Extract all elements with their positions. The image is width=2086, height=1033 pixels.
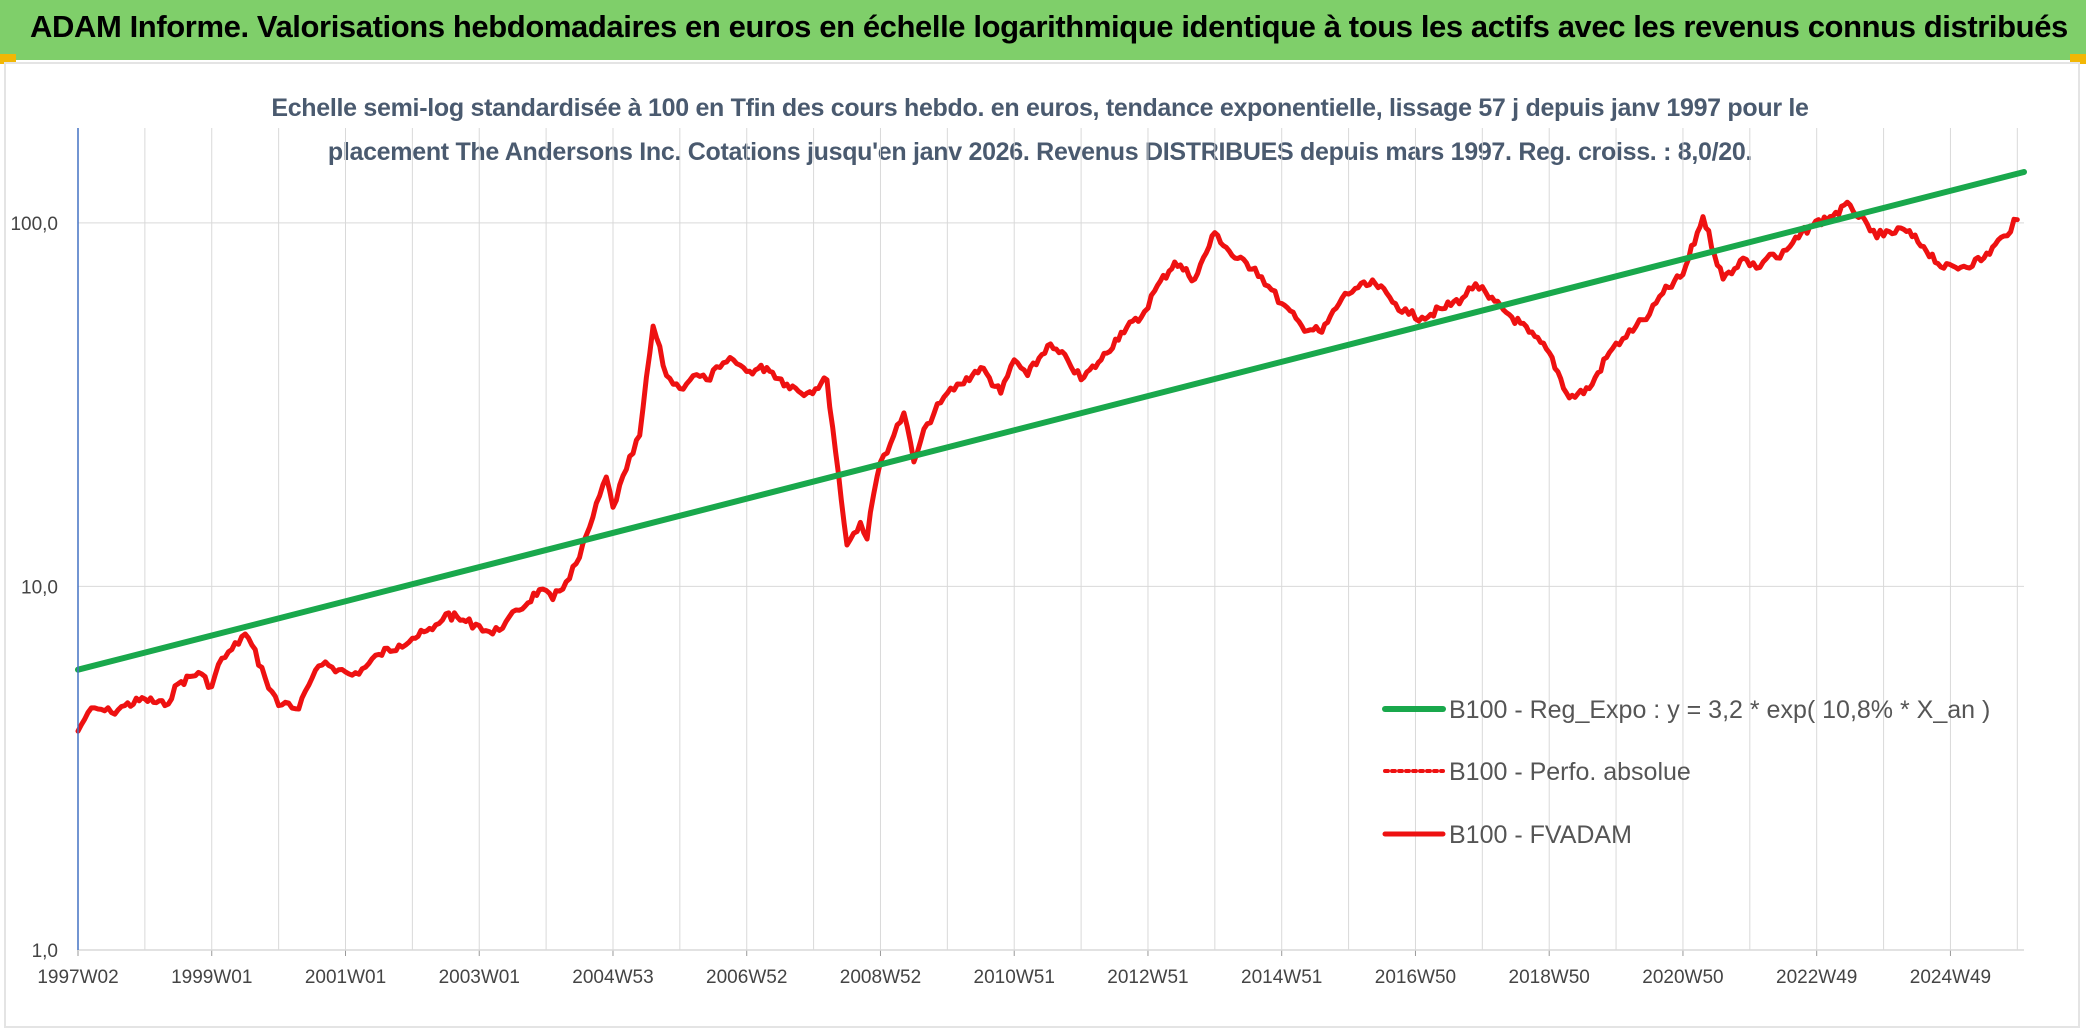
banner-title: ADAM Informe. Valorisations hebdomadaire…: [30, 9, 2068, 44]
y-tick-label: 1,0: [32, 941, 58, 962]
x-axis-ticks: 1997W02 1999W01 2001W01 2003W01 2004W53 2006W…: [37, 949, 2024, 988]
x-tick-label: 2001W01: [305, 967, 386, 988]
series-layer: [75, 169, 2027, 734]
x-tick-label: 2004W53: [572, 967, 653, 988]
legend-item-fvadam-label: B100 - FVADAM: [1449, 821, 1632, 849]
x-tick-label: 2006W52: [706, 967, 787, 988]
x-tick-label: 2008W52: [840, 967, 921, 988]
y-axis-ticks: 1,0 10,0 100,0: [10, 214, 58, 962]
y-tick-label: 100,0: [10, 214, 58, 235]
corner-mark-right: [2070, 54, 2086, 64]
x-tick-label: 2018W50: [1509, 967, 1590, 988]
x-tick-label: 2003W01: [439, 967, 520, 988]
chart-title-line-1: Echelle semi-log standardisée à 100 en T…: [271, 94, 1809, 122]
chart-title-line-2: placement The Andersons Inc. Cotations j…: [327, 138, 1753, 166]
vertical-gridlines: [77, 128, 2018, 950]
corner-mark-left: [0, 54, 16, 64]
x-tick-label: 2024W49: [1910, 967, 1991, 988]
chart-title: Echelle semi-log standardisée à 100 en T…: [180, 86, 1900, 174]
header-banner: ADAM Informe. Valorisations hebdomadaire…: [0, 0, 2086, 60]
x-tick-label: 2022W49: [1776, 967, 1857, 988]
x-tick-label: 2010W51: [974, 967, 1055, 988]
legend-item-trend-label: B100 - Reg_Expo : y = 3,2 * exp( 10,8% *…: [1449, 696, 1990, 724]
y-tick-label: 10,0: [21, 577, 58, 598]
x-tick-label: 1997W02: [37, 967, 118, 988]
x-tick-label: 2016W50: [1375, 967, 1456, 988]
fvadam-line: [75, 199, 2020, 734]
horizontal-gridlines: [78, 222, 2024, 951]
x-tick-label: 1999W01: [171, 967, 252, 988]
x-tick-label: 2012W51: [1107, 967, 1188, 988]
legend: B100 - Reg_Expo : y = 3,2 * exp( 10,8% *…: [1382, 696, 1990, 849]
trend-line: [75, 169, 2027, 673]
x-tick-label: 2014W51: [1241, 967, 1322, 988]
x-tick-label: 2020W50: [1642, 967, 1723, 988]
legend-item-perfo-absolue-label: B100 - Perfo. absolue: [1449, 758, 1691, 786]
